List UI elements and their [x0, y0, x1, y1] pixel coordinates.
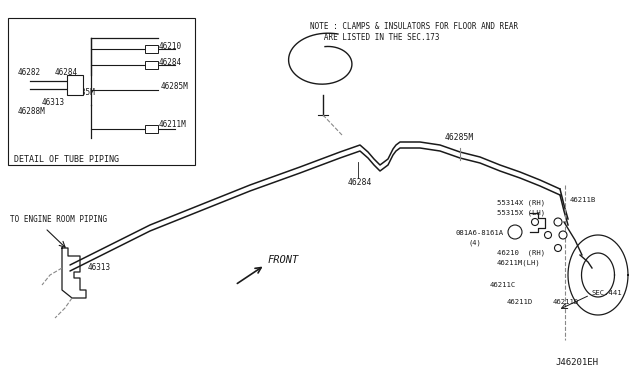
Circle shape: [559, 231, 567, 239]
Bar: [67, 75, 83, 95]
Text: (4): (4): [468, 240, 481, 247]
Text: NOTE : CLAMPS & INSULATORS FOR FLOOR AND REAR: NOTE : CLAMPS & INSULATORS FOR FLOOR AND…: [310, 22, 518, 31]
Text: 46211M(LH): 46211M(LH): [497, 260, 541, 266]
Text: SEC.441: SEC.441: [592, 290, 623, 296]
Bar: [145, 61, 158, 69]
Text: 46211D: 46211D: [507, 299, 533, 305]
Text: DETAIL OF TUBE PIPING: DETAIL OF TUBE PIPING: [14, 155, 119, 164]
Text: 46210  (RH): 46210 (RH): [497, 250, 545, 257]
Bar: [145, 125, 158, 133]
Text: 46313: 46313: [88, 263, 111, 272]
Circle shape: [554, 244, 561, 251]
Text: 46284: 46284: [55, 68, 78, 77]
Text: 46313: 46313: [42, 98, 65, 107]
Bar: [145, 45, 158, 53]
Text: 46284: 46284: [348, 178, 372, 187]
Text: 46211M: 46211M: [159, 120, 187, 129]
Text: 46211B: 46211B: [570, 197, 596, 203]
Text: 46285M: 46285M: [161, 82, 189, 91]
Circle shape: [531, 218, 538, 225]
Text: 081A6-8161A: 081A6-8161A: [456, 230, 504, 236]
Circle shape: [545, 231, 552, 238]
Text: 46288M: 46288M: [18, 107, 45, 116]
Text: J46201EH: J46201EH: [555, 358, 598, 367]
Text: 55314X (RH): 55314X (RH): [497, 200, 545, 206]
Text: B: B: [513, 229, 517, 235]
Circle shape: [508, 225, 522, 239]
Text: 46284: 46284: [159, 58, 182, 67]
Text: 46211C: 46211C: [490, 282, 516, 288]
Circle shape: [554, 218, 562, 226]
Text: 46210: 46210: [159, 42, 182, 51]
Text: TO ENGINE ROOM PIPING: TO ENGINE ROOM PIPING: [10, 215, 107, 224]
Text: 46282: 46282: [18, 68, 41, 77]
Text: ARE LISTED IN THE SEC.173: ARE LISTED IN THE SEC.173: [310, 33, 440, 42]
Text: 46211D: 46211D: [553, 299, 579, 305]
Text: 55315X (LH): 55315X (LH): [497, 210, 545, 217]
Text: 46285M: 46285M: [445, 133, 474, 142]
Text: FRONT: FRONT: [268, 255, 300, 265]
Text: 46285M: 46285M: [68, 88, 96, 97]
Bar: [8, 18, 195, 165]
